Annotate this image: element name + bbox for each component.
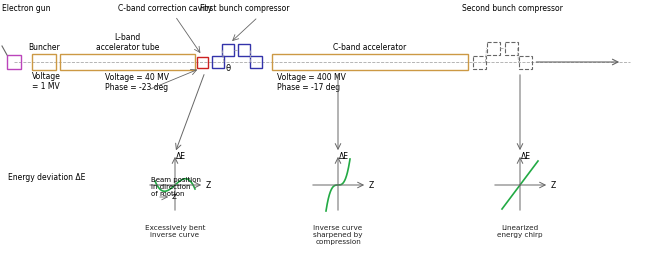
Text: Z: Z — [551, 181, 556, 189]
Bar — [60, 54, 195, 70]
Text: Energy deviation ΔE: Energy deviation ΔE — [8, 173, 85, 181]
Bar — [238, 44, 250, 56]
Text: Buncher: Buncher — [28, 43, 60, 52]
Text: C-band accelerator: C-band accelerator — [333, 43, 407, 52]
Text: Excessively bent
inverse curve: Excessively bent inverse curve — [145, 225, 205, 238]
Text: Voltage
= 1 MV: Voltage = 1 MV — [32, 72, 61, 91]
Bar — [196, 57, 207, 68]
Text: Linearized
energy chirp: Linearized energy chirp — [497, 225, 543, 238]
Text: C-band correction cavity: C-band correction cavity — [118, 4, 212, 13]
Bar — [473, 55, 486, 68]
Bar — [272, 54, 468, 70]
Bar — [250, 56, 262, 68]
Text: Electron gun: Electron gun — [2, 4, 51, 13]
Text: ΔE: ΔE — [521, 152, 531, 161]
Text: θ: θ — [226, 64, 231, 73]
Text: Voltage = 40 MV
Phase = -23 deg: Voltage = 40 MV Phase = -23 deg — [105, 73, 169, 93]
Text: Beam position
in direction
of motion: Beam position in direction of motion — [151, 177, 201, 197]
Text: ΔE: ΔE — [339, 152, 349, 161]
Bar — [486, 42, 499, 55]
Bar — [212, 56, 224, 68]
Text: Z: Z — [172, 194, 177, 200]
Text: First bunch compressor: First bunch compressor — [200, 4, 290, 13]
Text: L-band
accelerator tube: L-band accelerator tube — [96, 33, 159, 52]
Text: Inverse curve
sharpened by
compression: Inverse curve sharpened by compression — [313, 225, 363, 245]
Text: Second bunch compressor: Second bunch compressor — [462, 4, 562, 13]
Bar — [504, 42, 517, 55]
Text: Voltage = 400 MV
Phase = -17 deg: Voltage = 400 MV Phase = -17 deg — [277, 73, 346, 93]
Bar — [7, 55, 21, 69]
Bar — [222, 44, 234, 56]
Text: Z: Z — [206, 181, 211, 189]
Text: Z: Z — [369, 181, 374, 189]
Bar — [32, 54, 56, 70]
Text: ΔE: ΔE — [176, 152, 186, 161]
Bar — [519, 55, 532, 68]
